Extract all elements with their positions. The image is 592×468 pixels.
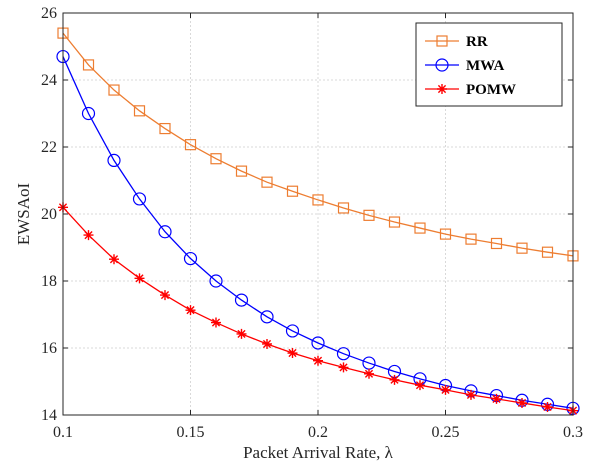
legend-label-pomw: POMW xyxy=(466,82,516,98)
y-tick-label: 18 xyxy=(41,273,57,290)
x-tick-label: 0.1 xyxy=(53,424,73,441)
data-point-mwa xyxy=(234,293,249,307)
data-point-rr xyxy=(108,84,120,96)
x-tick-label: 0.25 xyxy=(432,424,460,441)
data-point-pomw xyxy=(389,374,400,385)
data-point-mwa xyxy=(336,347,351,361)
series-mwa xyxy=(56,49,580,415)
legend-label-mwa: MWA xyxy=(466,58,504,74)
data-point-pomw xyxy=(185,305,196,316)
legend-marker-pomw xyxy=(437,84,447,94)
data-point-rr xyxy=(388,216,401,228)
data-point-pomw xyxy=(134,273,145,284)
data-point-rr xyxy=(414,222,426,234)
data-point-rr xyxy=(159,122,171,135)
data-point-pomw xyxy=(262,338,272,349)
data-point-pomw xyxy=(313,355,323,366)
data-point-rr xyxy=(184,139,197,151)
series-line-mwa xyxy=(62,56,574,409)
y-tick-label: 24 xyxy=(41,72,57,89)
data-point-pomw xyxy=(364,368,374,379)
data-point-mwa xyxy=(107,153,121,167)
data-point-pomw xyxy=(211,317,221,328)
y-axis-label: EWSAoI xyxy=(14,183,33,246)
data-point-pomw xyxy=(440,384,451,395)
data-point-rr xyxy=(82,59,95,71)
data-point-rr xyxy=(133,105,146,117)
data-point-rr xyxy=(235,165,248,177)
data-point-pomw xyxy=(338,362,349,373)
data-point-rr xyxy=(439,228,452,240)
x-tick-label: 0.15 xyxy=(177,424,205,441)
data-point-pomw xyxy=(109,254,119,265)
data-point-mwa xyxy=(81,106,96,121)
x-tick-label: 0.2 xyxy=(308,424,328,441)
data-point-mwa xyxy=(132,192,147,206)
data-point-pomw xyxy=(287,348,298,359)
x-axis-label: Packet Arrival Rate, λ xyxy=(243,443,394,462)
legend-item-rr: RR xyxy=(425,34,488,50)
data-point-mwa xyxy=(311,336,325,350)
y-tick-label: 16 xyxy=(41,340,57,357)
data-point-rr xyxy=(465,233,477,245)
ticks: 0.1 0.15 0.2 0.25 0.3 14 16 18 20 22 24 26 xyxy=(41,5,583,441)
x-tick-label: 0.3 xyxy=(563,424,583,441)
data-point-mwa xyxy=(285,324,300,338)
y-tick-label: 26 xyxy=(41,5,57,22)
legend-marker-mwa xyxy=(435,58,449,72)
data-point-pomw xyxy=(236,328,247,339)
y-tick-label: 14 xyxy=(41,407,57,424)
legend-label-rr: RR xyxy=(466,34,488,50)
data-point-mwa xyxy=(183,251,198,266)
data-point-mwa xyxy=(209,274,223,288)
data-point-mwa xyxy=(158,225,172,239)
data-point-rr xyxy=(286,185,299,197)
legend-item-mwa: MWA xyxy=(425,58,504,74)
data-point-rr xyxy=(516,242,528,254)
legend-marker-rr xyxy=(436,35,448,47)
data-point-pomw xyxy=(160,290,170,301)
data-point-rr xyxy=(541,246,554,258)
data-point-pomw xyxy=(83,230,94,241)
data-point-pomw xyxy=(415,380,425,391)
series-layer xyxy=(56,27,580,416)
data-point-mwa xyxy=(260,310,274,324)
data-point-rr xyxy=(210,153,222,165)
data-point-rr xyxy=(337,202,350,214)
data-point-rr xyxy=(490,237,503,250)
series-pomw xyxy=(58,202,578,416)
data-point-pomw xyxy=(491,393,502,404)
data-point-rr xyxy=(261,176,273,188)
data-point-rr xyxy=(312,194,324,206)
data-point-pomw xyxy=(542,401,553,412)
data-point-pomw xyxy=(466,389,476,400)
legend-item-pomw: POMW xyxy=(425,82,516,98)
y-tick-label: 22 xyxy=(41,139,57,156)
data-point-rr xyxy=(363,209,375,221)
legend: RR MWA POMW xyxy=(415,22,563,107)
series-line-rr xyxy=(62,32,574,257)
y-tick-label: 20 xyxy=(41,206,57,223)
data-point-pomw xyxy=(517,397,527,408)
